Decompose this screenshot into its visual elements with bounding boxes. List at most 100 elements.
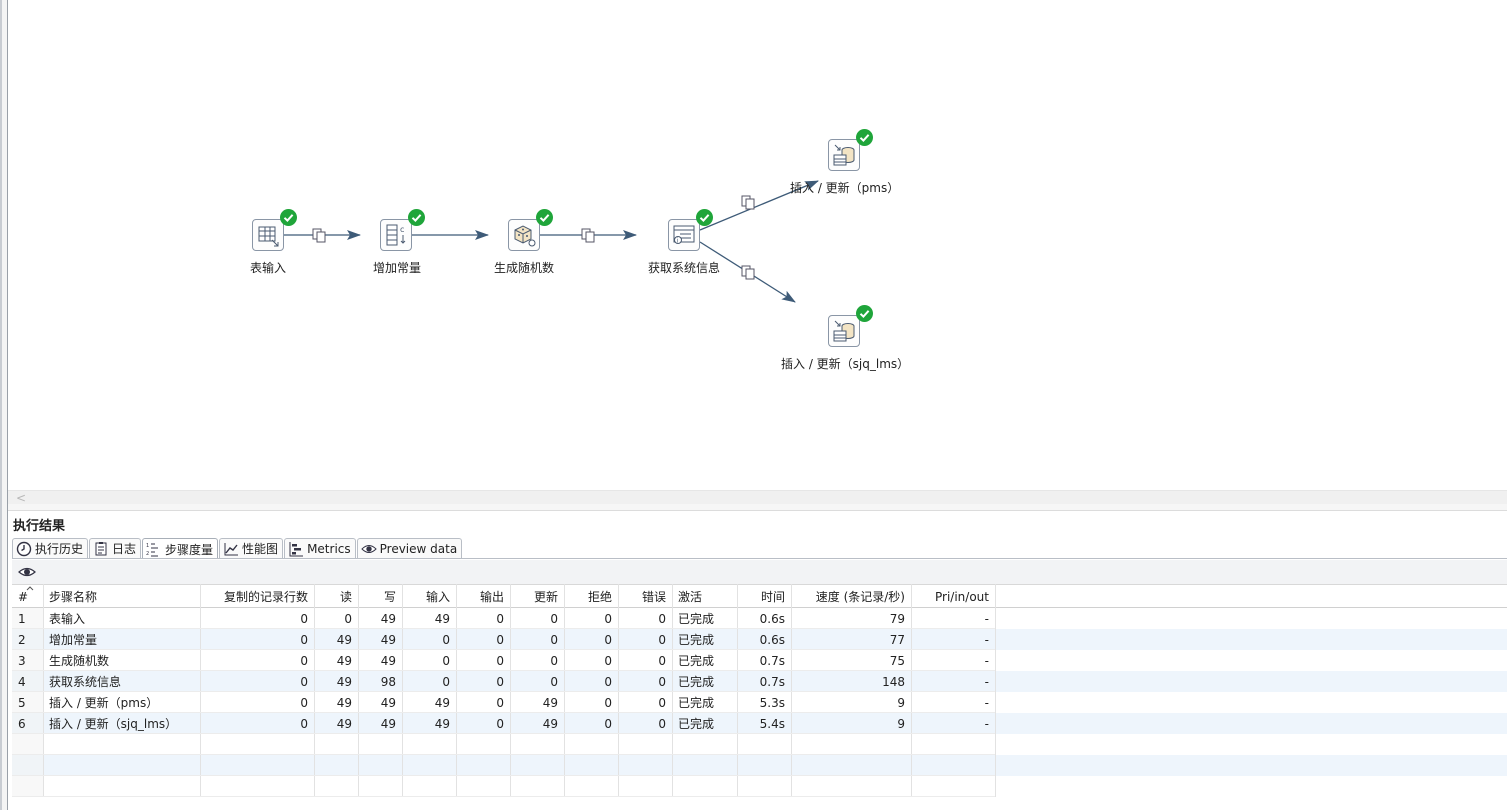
step-get-system-info[interactable]: i (668, 219, 700, 251)
sort-caret-icon[interactable] (26, 586, 34, 591)
table-cell: 已完成 (678, 695, 714, 710)
table-cell: 49 (435, 696, 450, 710)
clock-icon (16, 541, 32, 556)
tab-log[interactable]: 日志 (89, 538, 142, 558)
copy-rows-icon[interactable] (741, 264, 757, 280)
table-cell: 0 (658, 612, 666, 626)
column-header[interactable]: 输入 (426, 589, 450, 604)
column-header[interactable]: 复制的记录行数 (224, 589, 308, 604)
step-insert-update-sjq-lms[interactable] (828, 315, 860, 347)
column-header[interactable]: # (18, 590, 28, 604)
success-check-icon (856, 129, 873, 146)
table-cell: 已完成 (678, 716, 714, 731)
tab-metrics[interactable]: Metrics (284, 538, 356, 558)
tab-divider (12, 558, 1507, 559)
tab-label: 执行历史 (35, 542, 84, 556)
tab-execution-history[interactable]: 执行历史 (12, 538, 89, 558)
table-row-background (12, 734, 1507, 755)
step-generate-random[interactable] (508, 219, 540, 251)
insert-update-icon (833, 320, 855, 342)
step-insert-update-pms[interactable] (828, 139, 860, 171)
step-table-input[interactable] (252, 219, 284, 251)
tab-label: Metrics (307, 541, 351, 556)
copy-rows-icon[interactable] (581, 227, 597, 243)
table-cell: 已完成 (678, 611, 714, 626)
eye-icon (360, 544, 377, 553)
table-cell: 0 (300, 654, 308, 668)
table-row-background (12, 671, 1507, 692)
table-row-background (12, 755, 1507, 776)
table-cell: 0 (604, 654, 612, 668)
table-cell: 0 (300, 717, 308, 731)
column-header[interactable]: 激活 (678, 590, 702, 604)
table-cell: - (985, 654, 989, 668)
table-cell: 3 (18, 654, 26, 668)
step-add-constants[interactable]: c (380, 219, 412, 251)
table-cell: 98 (381, 675, 396, 689)
table-cell: 0.6s (760, 612, 785, 626)
step-label: 插入 / 更新（pms） (790, 181, 900, 195)
table-cell: 49 (337, 633, 352, 647)
table-cell: 49 (381, 612, 396, 626)
tab-performance-chart[interactable]: 性能图 (219, 538, 284, 558)
table-row-background (12, 713, 1507, 734)
step-label: 表输入 (250, 261, 287, 275)
column-header[interactable]: 拒绝 (588, 589, 612, 604)
step-metrics-table: # 步骤名称 复制的记录行数 读 写 输入 输出 更新 拒绝 错误 激活 时间 速度 (条记录/秒) Pr… (12, 584, 1507, 810)
table-cell: 0 (496, 612, 504, 626)
column-header[interactable]: 读 (340, 590, 352, 604)
success-check-icon (856, 305, 873, 322)
list-numbered-icon: 12 (146, 543, 159, 557)
add-constants-icon: c (386, 224, 406, 246)
panel-splitter[interactable] (8, 504, 1507, 511)
column-header[interactable]: 速度 (条记录/秒) (816, 589, 905, 604)
copy-rows-icon[interactable] (741, 194, 757, 210)
metrics-icon (289, 541, 304, 556)
table-cell: 0.7s (760, 654, 785, 668)
column-header[interactable]: Pri/in/out (935, 590, 989, 604)
table-cell: 0.7s (760, 675, 785, 689)
table-cell: 148 (882, 675, 905, 689)
table-cell: 5.4s (760, 717, 785, 731)
column-header[interactable]: 步骤名称 (49, 589, 97, 604)
table-cell: 0 (604, 675, 612, 689)
table-cell: 0 (604, 696, 612, 710)
transformation-canvas[interactable]: 表输入 c 增加常量 生成随机数 i 获取系统信息 插入 / 更新（pms） 插… (8, 0, 1507, 490)
table-cell: - (985, 633, 989, 647)
step-label: 插入 / 更新（sjq_lms） (781, 357, 910, 371)
column-header[interactable]: 错误 (642, 590, 666, 604)
table-cell: 49 (337, 654, 352, 668)
table-cell: 0 (550, 654, 558, 668)
copy-rows-icon[interactable] (312, 227, 328, 243)
column-header[interactable]: 输出 (480, 589, 504, 604)
table-cell: 75 (890, 654, 905, 668)
column-header[interactable]: 时间 (761, 590, 785, 604)
hop-line (699, 180, 819, 231)
table-cell: 0 (300, 612, 308, 626)
table-cell: 5 (18, 696, 26, 710)
table-cell: 5.3s (760, 696, 785, 710)
tab-label: 步骤度量 (165, 542, 214, 557)
table-cell: 0 (496, 654, 504, 668)
eye-icon[interactable] (18, 564, 36, 580)
table-cell: 77 (890, 633, 905, 647)
hop-lines (276, 180, 819, 303)
table-cell: - (985, 717, 989, 731)
table-cell: 0 (496, 696, 504, 710)
table-cell: 49 (543, 717, 558, 731)
column-header[interactable]: 更新 (534, 589, 558, 604)
table-cell: 0 (550, 612, 558, 626)
tab-label: 日志 (112, 542, 137, 556)
canvas-horizontal-scrollbar[interactable]: < (8, 490, 1507, 505)
svg-text:c: c (400, 225, 404, 234)
success-check-icon (696, 209, 713, 226)
scroll-left-arrow[interactable]: < (16, 491, 27, 505)
table-row-background (12, 629, 1507, 650)
tab-preview-data[interactable]: Preview data (356, 538, 463, 558)
table-cell: 49 (381, 633, 396, 647)
svg-text:i: i (677, 238, 679, 245)
column-header[interactable]: 写 (384, 590, 396, 604)
step-label: 生成随机数 (494, 261, 555, 275)
